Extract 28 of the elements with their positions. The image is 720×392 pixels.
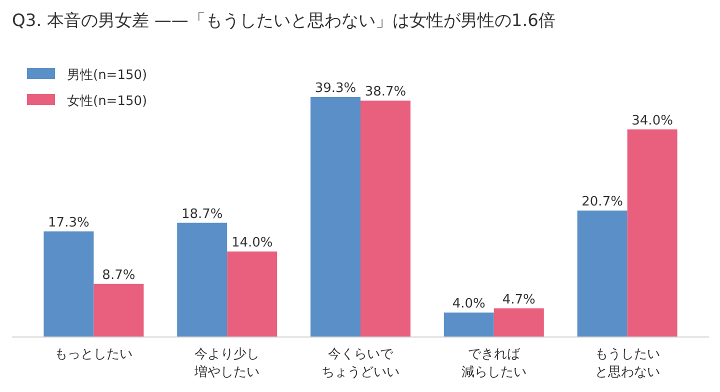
data-label: 4.7%: [502, 292, 536, 308]
chart-title: Q3. 本音の男女差 ——「もうしたいと思わない」は女性が男性の1.6倍: [12, 11, 556, 31]
bar: [577, 210, 628, 337]
bar: [494, 308, 544, 337]
bar: [310, 97, 360, 337]
bar: [627, 129, 678, 337]
x-tick-label: もうしたいと思わない: [594, 347, 660, 380]
data-label: 39.3%: [314, 81, 356, 96]
data-label: 14.0%: [231, 236, 273, 251]
x-tick-label: もっとしたい: [54, 347, 133, 362]
bar: [44, 231, 94, 337]
data-label: 34.0%: [632, 113, 673, 128]
data-label: 18.7%: [181, 206, 223, 222]
data-label: 38.7%: [364, 84, 406, 100]
data-label: 20.7%: [582, 194, 623, 210]
bar: [360, 100, 410, 337]
bar: [227, 252, 278, 337]
bar: [177, 222, 228, 337]
data-label: 17.3%: [48, 215, 90, 230]
data-label: 8.7%: [102, 268, 136, 283]
legend-label: 男性(n=150): [67, 68, 148, 83]
bar: [444, 312, 494, 337]
legend-label: 女性(n=150): [67, 94, 148, 109]
bar: [94, 284, 144, 337]
data-label: 4.0%: [452, 296, 486, 312]
x-tick-label: 今より少し増やしたい: [194, 347, 260, 380]
x-tick-label: 今くらいでちょうどいい: [322, 347, 400, 380]
x-tick-label: できれば減らしたい: [461, 347, 526, 380]
